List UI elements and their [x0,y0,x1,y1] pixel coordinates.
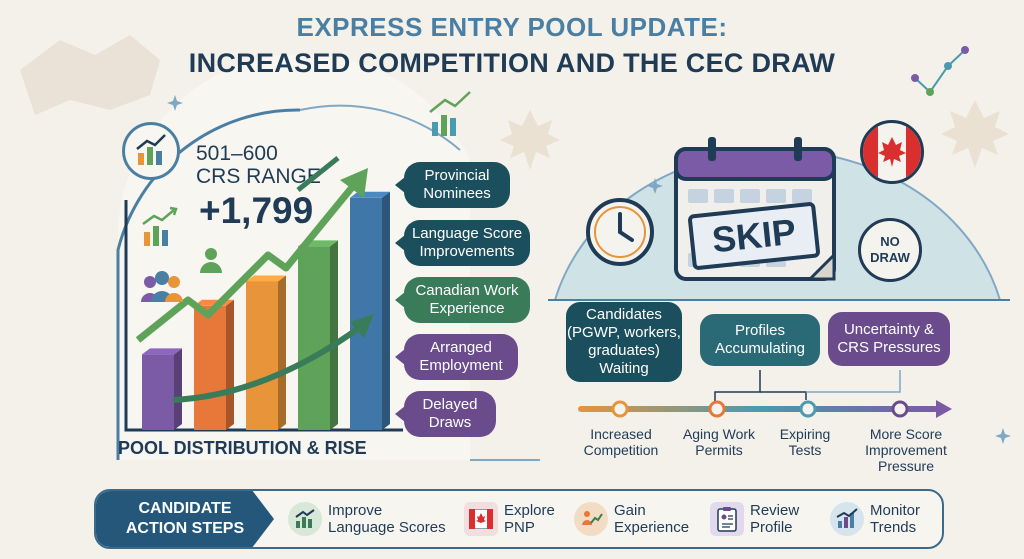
driver-label-line-1: Delayed [422,396,478,413]
driver-label-line-2: Improvements [419,243,515,260]
timeline-expiring-tests: Expiring Tests [760,426,850,458]
growth-arrow-head [350,314,374,338]
step-line-1: Gain [614,502,646,519]
pool-bar [246,275,286,430]
timeline-line: More Score [869,426,943,442]
chart-badge-icon [122,122,180,180]
step-line-1: Explore [504,502,555,519]
driver-provincial-nominees: Provincial Nominees [395,162,510,208]
effect-line: CRS Pressures [837,339,941,356]
pool-bar [142,348,182,430]
driver-label-line-1: Canadian Work [415,282,519,299]
person-icon [200,248,222,273]
no-draw-line-2: DRAW [870,250,910,265]
effect-profiles-accumulating: Profiles Accumulating [700,314,820,366]
step-line-2: Profile [750,519,793,536]
top-arrow-line [296,156,340,192]
effect-line: Waiting [599,360,649,377]
action-review-profile[interactable]: Review Profile [710,493,799,545]
crs-range-line-2: CRS RANGE [196,165,321,188]
action-improve-language[interactable]: Improve Language Scores [288,493,446,545]
driver-language-score: Language Score Improvements [395,220,530,266]
no-draw-badge: NO DRAW [858,218,922,282]
action-explore-pnp[interactable]: Explore PNP [464,493,555,545]
growth-icon [574,502,608,536]
effect-line: Uncertainty & [843,321,935,338]
timeline-line: Expiring [779,426,831,442]
step-line-2: Experience [614,519,690,536]
action-head-line-1: CANDIDATE [138,500,232,517]
clipboard-icon [710,502,744,536]
effect-line: (PGWP, workers, [567,324,681,341]
driver-label-line-1: Language Score [411,225,523,242]
pool-bar [194,299,234,430]
timeline-line: Tests [788,442,822,458]
step-line-1: Monitor [870,502,921,519]
step-line-2: Trends [870,519,917,536]
driver-label-line-2: Experience [429,300,505,317]
title-line-1: EXPRESS ENTRY POOL UPDATE: [296,12,728,42]
rise-arrow-line [135,177,361,343]
rise-arrow-head [340,168,368,198]
timeline-line: Pressure [877,458,935,474]
people-icon [141,271,183,302]
pool-bars-chart [124,156,403,432]
canada-flag-icon [464,502,498,536]
timeline-arrow [578,370,952,418]
driver-label-line-1: Provincial [424,167,490,184]
action-monitor-trends[interactable]: Monitor Trends [830,493,920,545]
step-line-1: Improve [328,502,383,519]
effect-line: Accumulating [714,340,806,357]
action-steps-heading: CANDIDATE ACTION STEPS [96,491,274,547]
crs-range-label: 501–600 CRS RANGE [196,142,321,188]
chart-up-icon [288,502,322,536]
timeline-line: Improvement [865,442,947,458]
action-gain-experience[interactable]: Gain Experience [574,493,689,545]
pool-bar [298,240,338,430]
clock-icon [586,198,654,266]
effect-line: Profiles [734,322,785,339]
timeline-line: Increased [590,426,652,442]
growth-arrow-line [172,322,365,403]
effect-candidates-waiting: Candidates (PGWP, workers, graduates) Wa… [566,302,682,382]
effect-uncertainty: Uncertainty & CRS Pressures [828,312,950,366]
pool-bar [350,191,390,430]
driver-label-line-1: Arranged [430,339,492,356]
driver-delayed-draws: Delayed Draws [395,391,496,437]
action-head-line-2: ACTION STEPS [125,520,245,537]
timeline-score-pressure: More Score Improvement Pressure [846,426,966,474]
driver-label-line-2: Draws [428,414,472,431]
driver-arranged-employment: Arranged Employment [395,334,518,380]
pool-distribution-label: POOL DISTRIBUTION & RISE [118,438,367,458]
effect-line: Candidates [586,306,662,323]
trend-chart-icon [830,502,864,536]
timeline-increased-competition: Increased Competition [566,426,676,458]
small-chart-icon [142,206,178,246]
crs-range-line-1: 501–600 [196,142,278,165]
step-line-2: PNP [504,519,535,536]
driver-label-line-2: Employment [419,357,503,374]
timeline-line: Aging Work [682,426,756,442]
canada-flag-icon [860,120,924,184]
step-line-2: Language Scores [328,519,446,536]
timeline-aging-work-permits: Aging Work Permits [664,426,774,458]
timeline-line: Permits [695,442,743,458]
title-line-2: INCREASED COMPETITION AND THE CEC DRAW [188,48,836,78]
crs-increase-value: +1,799 [199,190,314,231]
no-draw-line-1: NO [880,234,900,249]
timeline-line: Competition [583,442,659,458]
effect-line: graduates) [588,342,660,359]
driver-label-line-2: Nominees [423,185,491,202]
driver-canadian-work-experience: Canadian Work Experience [395,277,530,323]
step-line-1: Review [750,502,800,519]
